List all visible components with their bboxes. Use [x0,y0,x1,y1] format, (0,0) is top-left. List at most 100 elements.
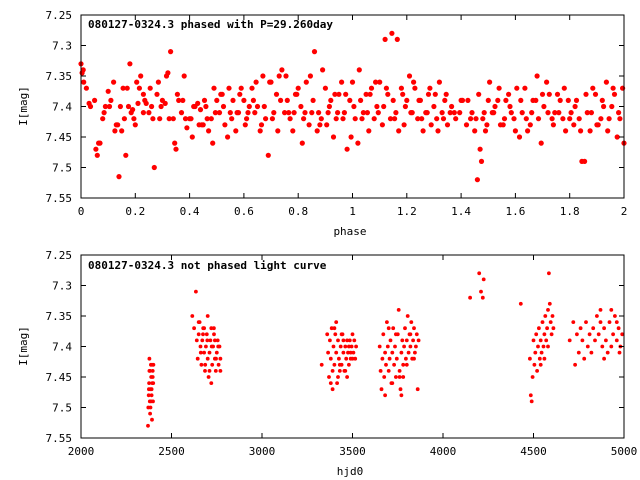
data-point [205,314,210,318]
data-point [203,103,209,110]
data-point [150,116,156,122]
data-point [216,362,221,367]
data-point [545,110,551,116]
data-point [311,49,318,55]
data-point [591,326,596,331]
data-point [146,393,151,398]
data-point [440,116,447,122]
data-point [291,110,297,116]
data-point [530,97,536,103]
data-point [572,103,578,110]
data-point [424,110,430,116]
data-point [614,320,619,324]
data-point [434,116,440,122]
data-point [543,314,548,318]
data-point [128,110,134,116]
data-point [384,362,388,367]
data-point [380,356,385,361]
data-point [557,97,563,103]
data-point [617,116,623,122]
data-point [168,49,174,55]
data-point [383,350,387,355]
data-point [202,326,207,331]
data-point [150,362,155,367]
data-point [360,110,366,116]
data-point [508,110,514,116]
data-point [518,97,524,103]
y-axis-label-phased: I[mag] [17,86,30,126]
y-tick-label: 7.3 [52,40,72,53]
data-point [611,332,615,337]
data-point [92,97,98,103]
data-point [375,110,381,116]
data-point [497,122,504,128]
data-point [218,91,224,97]
data-point [350,356,355,361]
data-point [583,91,589,97]
data-point [518,301,523,306]
x-tick-label: 0.4 [180,205,200,218]
data-point [212,110,218,116]
data-point [425,91,432,97]
data-point [341,350,346,355]
data-point [119,128,125,134]
data-point [549,116,555,122]
data-point [225,134,231,140]
data-point [172,140,178,146]
data-point [609,308,614,312]
data-point [105,88,111,94]
data-point [398,85,404,91]
data-point [392,362,396,367]
data-point [529,110,535,116]
data-point [409,320,414,324]
x-axis-label-unphased: hjd0 [337,465,364,478]
data-point [611,91,618,97]
data-point [242,122,248,128]
data-point [377,344,382,349]
data-point [531,338,536,343]
data-point [327,375,331,379]
data-point [170,116,176,122]
data-point [396,128,402,134]
data-point [549,332,554,337]
data-point [329,326,334,331]
data-point [319,362,324,367]
data-point [216,344,221,349]
data-point [355,140,361,146]
data-point [131,116,137,122]
data-point [345,338,349,343]
data-point [120,85,126,91]
data-point [229,116,235,122]
data-point [294,91,300,97]
data-point [588,110,595,116]
data-point [389,30,395,36]
y-tick-label: 7.5 [52,162,72,175]
y-tick-label: 7.25 [46,9,73,22]
data-point [150,375,155,379]
data-point [330,387,335,392]
data-point [335,381,339,385]
data-point [468,295,472,300]
data-point [368,85,375,91]
data-point [587,332,592,337]
data-point [207,369,212,373]
data-point [447,110,453,116]
y-tick-label: 7.35 [46,310,73,323]
data-point [400,91,406,97]
data-point [117,103,123,110]
data-point [390,381,395,385]
data-point [512,128,519,134]
data-point [578,128,584,134]
data-point [595,314,599,318]
data-point [189,134,195,140]
data-point [519,110,525,116]
data-point [585,344,590,349]
data-point [207,350,212,355]
data-point [444,122,451,128]
data-point [337,369,342,373]
data-point [202,350,207,355]
data-point [414,332,419,337]
data-point [102,103,108,110]
axes-unphased: 2000 2500 3000 3500 4000 4500 5000 7.25 7.3 7.35 7… [46,249,638,458]
data-point [584,320,588,324]
